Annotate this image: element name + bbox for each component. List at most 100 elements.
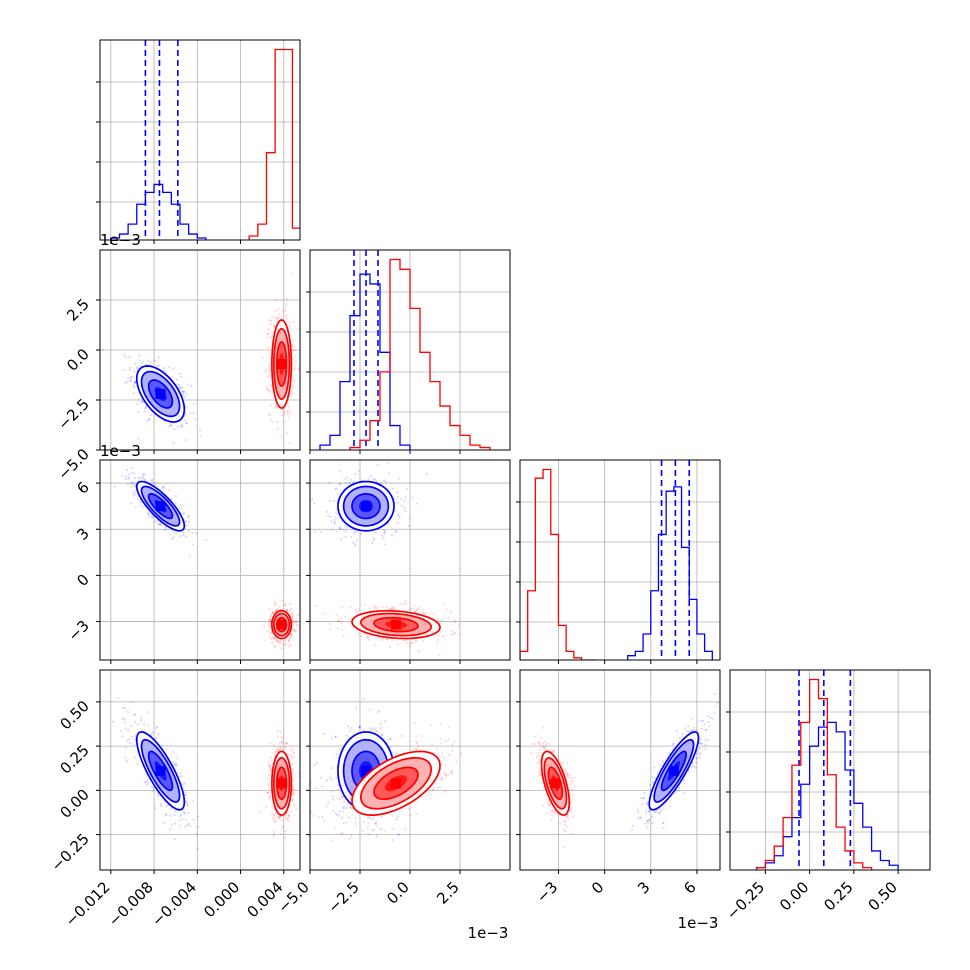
scatter-point bbox=[139, 476, 142, 480]
scatter-point bbox=[372, 539, 375, 542]
scatter-point bbox=[350, 535, 353, 539]
scatter-point bbox=[291, 763, 294, 766]
scatter-point bbox=[398, 516, 401, 520]
scatter-point bbox=[281, 599, 284, 602]
scatter-point bbox=[165, 748, 168, 751]
scatter-point bbox=[291, 386, 294, 389]
scatter-point bbox=[433, 612, 436, 616]
scatter-point bbox=[415, 748, 418, 751]
scatter-point bbox=[405, 487, 409, 491]
scatter-point bbox=[265, 336, 268, 340]
scatter-point bbox=[273, 324, 276, 327]
scatter-point bbox=[291, 770, 295, 773]
scatter-point bbox=[141, 474, 145, 477]
contour-line bbox=[275, 341, 288, 387]
scatter-point bbox=[272, 817, 275, 820]
scatter-point bbox=[187, 520, 190, 524]
scatter-point bbox=[270, 768, 273, 771]
scatter-point bbox=[342, 784, 345, 788]
scatter-point bbox=[438, 654, 441, 657]
scatter-point bbox=[289, 326, 292, 330]
scatter-point bbox=[175, 532, 178, 535]
scatter-point bbox=[288, 321, 291, 324]
scatter-point bbox=[133, 483, 136, 487]
scatter-point bbox=[348, 730, 352, 733]
scatter-point bbox=[349, 617, 352, 620]
scatter-point bbox=[359, 726, 362, 729]
scatter-point bbox=[266, 791, 270, 794]
scatter-point bbox=[286, 413, 290, 416]
scatter-point bbox=[459, 633, 462, 636]
scatter-point bbox=[263, 638, 266, 642]
scatter-point bbox=[128, 366, 132, 369]
scatter-point bbox=[160, 523, 163, 526]
scatter-point bbox=[397, 514, 400, 517]
scatter-point bbox=[268, 619, 271, 622]
scatter-point bbox=[285, 608, 288, 612]
scatter-point bbox=[342, 810, 345, 813]
scatter-point bbox=[165, 528, 168, 531]
scatter-point bbox=[319, 530, 323, 533]
scatter-point bbox=[270, 637, 273, 640]
scatter-point bbox=[120, 729, 123, 732]
scatter-point bbox=[152, 786, 155, 790]
scatter-point bbox=[430, 724, 433, 727]
scatter-point bbox=[422, 608, 425, 611]
scatter-point bbox=[196, 815, 200, 818]
scatter-point bbox=[101, 348, 105, 352]
scatter-point bbox=[404, 599, 407, 603]
scatter-point bbox=[270, 812, 274, 815]
scatter-point bbox=[276, 639, 279, 643]
scatter-point bbox=[297, 367, 300, 371]
scatter-point bbox=[111, 720, 114, 723]
scatter-point bbox=[357, 632, 360, 635]
y-tick-label: 0.25 bbox=[56, 741, 92, 777]
scatter-point bbox=[452, 618, 456, 621]
scatter-point bbox=[374, 480, 378, 483]
scatter-point bbox=[383, 720, 387, 723]
scatter-point bbox=[385, 637, 388, 641]
scatter-point bbox=[283, 410, 286, 413]
scatter-point bbox=[435, 748, 438, 751]
scatter-point bbox=[379, 722, 382, 726]
scatter-point bbox=[265, 791, 269, 795]
scatter-point bbox=[345, 476, 348, 479]
scatter-point bbox=[336, 783, 340, 787]
scatter-point bbox=[404, 602, 407, 605]
scatter-point bbox=[387, 738, 391, 741]
scatter-point bbox=[169, 814, 172, 817]
scatter-point bbox=[137, 354, 141, 357]
scatter-point bbox=[266, 388, 269, 391]
scatter-point bbox=[383, 530, 386, 533]
scatter-point bbox=[281, 414, 284, 417]
scatter-point bbox=[142, 505, 145, 508]
scatter-point bbox=[374, 730, 377, 733]
scatter-point bbox=[146, 419, 149, 422]
scatter-point bbox=[273, 751, 276, 755]
scatter-point bbox=[280, 740, 283, 743]
scatter-point bbox=[151, 478, 154, 482]
contour-line bbox=[275, 616, 288, 633]
scatter-point bbox=[437, 786, 440, 789]
scatter-point bbox=[150, 479, 153, 482]
scatter-point bbox=[172, 530, 176, 533]
scatter-point bbox=[180, 423, 184, 427]
scatter-point bbox=[269, 367, 272, 370]
scatter-point bbox=[380, 815, 383, 819]
scatter-point bbox=[133, 370, 136, 373]
scatter-point bbox=[287, 416, 291, 419]
scatter-point bbox=[403, 506, 406, 509]
scatter-point bbox=[174, 502, 177, 505]
scatter-point bbox=[185, 422, 189, 425]
scatter-point bbox=[354, 609, 357, 612]
scatter-point bbox=[179, 772, 182, 775]
scatter-point bbox=[453, 621, 457, 624]
scatter-point bbox=[132, 743, 135, 746]
scatter-point bbox=[399, 602, 402, 606]
scatter-point bbox=[277, 316, 280, 319]
scatter-point bbox=[328, 481, 331, 484]
scatter-point bbox=[336, 626, 339, 630]
scatter-point bbox=[371, 541, 374, 545]
scatter-point bbox=[262, 356, 265, 359]
scatter-point bbox=[417, 745, 420, 748]
